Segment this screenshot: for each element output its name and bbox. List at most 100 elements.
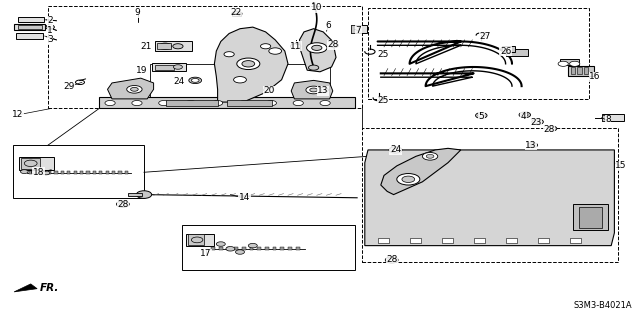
Circle shape xyxy=(191,237,203,243)
Bar xyxy=(568,66,594,76)
Circle shape xyxy=(397,174,420,185)
Circle shape xyxy=(237,58,260,70)
Polygon shape xyxy=(14,284,37,292)
Circle shape xyxy=(191,78,199,82)
Bar xyxy=(155,41,192,51)
Text: 17: 17 xyxy=(200,249,212,258)
Bar xyxy=(227,100,272,106)
Text: 21: 21 xyxy=(140,42,152,51)
Polygon shape xyxy=(93,171,96,174)
Circle shape xyxy=(293,100,303,106)
Polygon shape xyxy=(35,171,38,174)
Circle shape xyxy=(226,247,235,251)
Text: 6: 6 xyxy=(326,21,331,30)
Text: 26: 26 xyxy=(500,47,511,56)
Circle shape xyxy=(422,152,438,160)
Bar xyxy=(166,100,218,106)
Circle shape xyxy=(318,87,328,93)
Circle shape xyxy=(307,43,327,53)
Circle shape xyxy=(320,100,330,106)
Bar xyxy=(157,43,171,49)
Circle shape xyxy=(24,160,37,167)
Polygon shape xyxy=(86,171,90,174)
Bar xyxy=(573,204,608,230)
Polygon shape xyxy=(234,247,238,250)
Text: 15: 15 xyxy=(615,161,627,170)
Text: 9: 9 xyxy=(135,8,140,17)
Bar xyxy=(538,238,549,243)
Circle shape xyxy=(478,114,484,117)
Bar xyxy=(19,157,54,170)
Circle shape xyxy=(527,143,538,148)
Bar xyxy=(351,25,367,33)
Text: 19: 19 xyxy=(136,66,148,75)
Bar xyxy=(155,65,174,70)
Polygon shape xyxy=(42,171,45,174)
Circle shape xyxy=(20,170,28,174)
Polygon shape xyxy=(257,247,261,250)
Polygon shape xyxy=(74,171,77,174)
Circle shape xyxy=(173,65,182,69)
Circle shape xyxy=(42,171,50,175)
Circle shape xyxy=(189,77,202,84)
Circle shape xyxy=(116,201,129,207)
Circle shape xyxy=(242,61,255,67)
Circle shape xyxy=(173,44,183,49)
Text: 7: 7 xyxy=(356,26,361,35)
Text: 2: 2 xyxy=(47,16,52,25)
Bar xyxy=(584,67,588,74)
Bar xyxy=(579,207,602,228)
Circle shape xyxy=(269,48,282,54)
Text: 27: 27 xyxy=(479,32,491,41)
Circle shape xyxy=(532,119,543,125)
Polygon shape xyxy=(118,171,122,174)
Circle shape xyxy=(266,100,276,106)
Text: 24: 24 xyxy=(173,77,185,86)
Polygon shape xyxy=(288,247,292,250)
Text: 3: 3 xyxy=(47,35,52,44)
Polygon shape xyxy=(291,80,333,99)
Bar xyxy=(378,238,389,243)
Polygon shape xyxy=(29,171,32,174)
Polygon shape xyxy=(265,247,269,250)
Bar xyxy=(186,234,214,246)
Polygon shape xyxy=(227,247,230,250)
Polygon shape xyxy=(219,247,223,250)
Text: 12: 12 xyxy=(12,110,24,119)
Circle shape xyxy=(530,144,535,146)
Circle shape xyxy=(306,86,321,94)
Text: 25: 25 xyxy=(377,50,388,59)
Circle shape xyxy=(312,45,322,50)
Circle shape xyxy=(236,250,244,254)
Text: 5: 5 xyxy=(479,112,484,121)
Text: 18: 18 xyxy=(33,168,44,177)
Circle shape xyxy=(392,148,399,152)
Bar xyxy=(14,24,45,30)
Polygon shape xyxy=(125,171,128,174)
Text: 29: 29 xyxy=(63,82,75,91)
Text: 16: 16 xyxy=(589,72,601,81)
Polygon shape xyxy=(108,78,154,99)
Circle shape xyxy=(534,120,541,123)
Bar xyxy=(602,114,624,121)
Circle shape xyxy=(570,61,580,66)
Circle shape xyxy=(547,126,557,131)
Bar xyxy=(560,59,579,65)
Circle shape xyxy=(131,87,138,91)
Text: 25: 25 xyxy=(377,96,388,105)
Bar xyxy=(410,238,421,243)
Polygon shape xyxy=(48,171,51,174)
Circle shape xyxy=(136,191,152,198)
Circle shape xyxy=(402,176,415,182)
Circle shape xyxy=(522,113,528,116)
Circle shape xyxy=(389,147,402,153)
Circle shape xyxy=(388,258,396,262)
Polygon shape xyxy=(214,27,288,102)
Bar xyxy=(232,13,241,16)
Text: 28: 28 xyxy=(543,125,555,134)
Circle shape xyxy=(264,87,274,93)
Bar xyxy=(506,238,517,243)
Bar xyxy=(602,115,609,121)
Circle shape xyxy=(330,43,339,48)
Circle shape xyxy=(426,154,434,158)
